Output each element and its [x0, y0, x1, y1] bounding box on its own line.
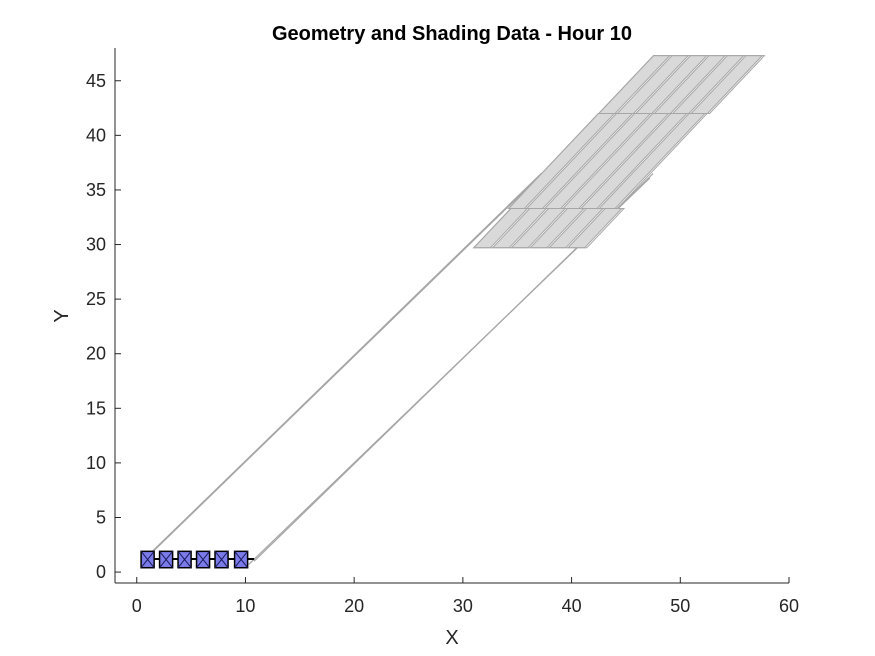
- y-tick-label: 20: [86, 344, 106, 364]
- y-tick-label: 25: [86, 289, 106, 309]
- chart-title: Geometry and Shading Data - Hour 10: [272, 23, 632, 45]
- x-tick-label: 60: [779, 596, 799, 616]
- pv-module-cross: [177, 551, 192, 569]
- y-tick-label: 45: [86, 71, 106, 91]
- pv-module-cross: [234, 551, 249, 569]
- pv-module-cross: [140, 551, 155, 569]
- x-tick-label: 30: [453, 596, 473, 616]
- shadow-layer: [141, 55, 766, 565]
- x-tick-label: 20: [344, 596, 364, 616]
- x-tick-label: 40: [562, 596, 582, 616]
- pv-module-cross: [214, 551, 229, 569]
- y-tick-label: 35: [86, 180, 106, 200]
- x-tick-label: 0: [132, 596, 142, 616]
- shade-band-upper-outline: [597, 55, 766, 115]
- y-axis-label: Y: [51, 309, 73, 322]
- y-tick-label: 10: [86, 453, 106, 473]
- shadow-edge-line: [141, 173, 542, 562]
- x-axis-label: X: [445, 627, 458, 649]
- y-tick-label: 5: [96, 507, 106, 527]
- axes-layer: 0 10 20 30 40 50 60 0 5 10 15 20 25 30 35 40 45: [86, 48, 799, 616]
- shadow-edge-line: [145, 176, 540, 560]
- module-layer: [140, 550, 255, 569]
- x-tick-label: 10: [235, 596, 255, 616]
- shade-band-lower-outline: [472, 208, 626, 249]
- y-tick-label: 40: [86, 125, 106, 145]
- y-tick-label: 15: [86, 398, 106, 418]
- x-tick-label: 50: [670, 596, 690, 616]
- y-tick-label: 30: [86, 235, 106, 255]
- y-tick-label: 0: [96, 562, 106, 582]
- pv-module-cross: [196, 551, 210, 569]
- pv-module-cross: [159, 551, 174, 569]
